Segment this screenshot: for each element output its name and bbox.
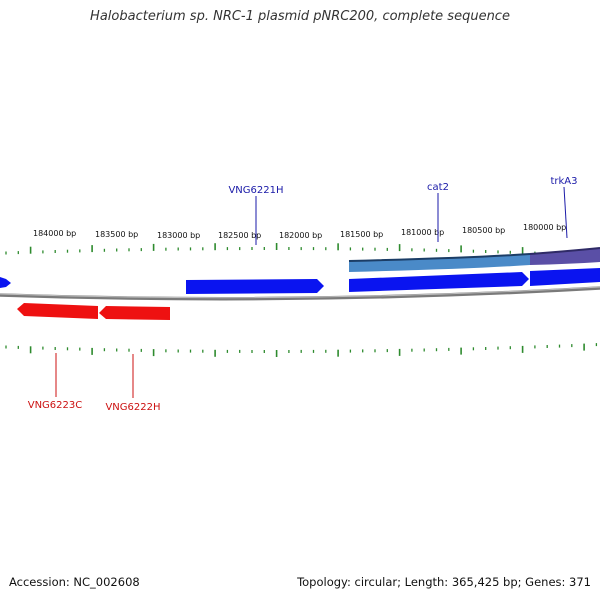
feature-band-purple[interactable] — [530, 248, 600, 265]
gene-label-vng6222h[interactable]: VNG6222H — [105, 402, 160, 413]
gene-label-vng6223c[interactable]: VNG6223C — [28, 400, 83, 411]
gene-label-vng6221h[interactable]: VNG6221H — [228, 185, 283, 196]
plasmid-backbone-highlight — [0, 286, 600, 299]
reverse-gene-arrow[interactable] — [17, 303, 98, 319]
plasmid-backbone — [0, 286, 600, 301]
bp-label: 183000 bp — [157, 231, 200, 240]
bp-label: 180500 bp — [462, 226, 505, 235]
bp-label: 181500 bp — [340, 230, 383, 239]
outer-tick-ring — [5, 243, 598, 257]
feature-band[interactable] — [349, 254, 530, 272]
gene-label-leader — [563, 186, 568, 239]
bp-label: 182000 bp — [279, 231, 322, 240]
accession-text: Accession: NC_002608 — [9, 575, 140, 589]
feature-band-purple-edge — [529, 247, 600, 255]
bp-scale-labels: 184000 bp 183500 bp 183000 bp 182500 bp … — [33, 223, 566, 240]
gene-label-cat2[interactable]: cat2 — [427, 182, 449, 193]
sequence-summary: Topology: circular; Length: 365,425 bp; … — [297, 575, 591, 589]
forward-gene-arrow[interactable] — [186, 279, 324, 294]
forward-gene-track — [0, 268, 600, 294]
bp-label: 184000 bp — [33, 229, 76, 238]
forward-gene-arrow[interactable] — [349, 272, 529, 292]
feature-band-edge — [348, 253, 531, 262]
forward-gene-arrow[interactable] — [0, 277, 11, 288]
reverse-gene-track — [17, 303, 170, 320]
bp-label: 181000 bp — [401, 228, 444, 237]
reverse-gene-arrow[interactable] — [99, 306, 170, 320]
forward-gene-arrow[interactable] — [530, 268, 600, 286]
bp-label: 182500 bp — [218, 231, 261, 240]
gene-label-trka3[interactable]: trkA3 — [550, 176, 577, 187]
bp-label: 183500 bp — [95, 230, 138, 239]
map-title: Halobacterium sp. NRC-1 plasmid pNRC200,… — [90, 9, 510, 24]
inner-tick-ring — [5, 343, 598, 357]
bp-label: 180000 bp — [523, 223, 566, 232]
